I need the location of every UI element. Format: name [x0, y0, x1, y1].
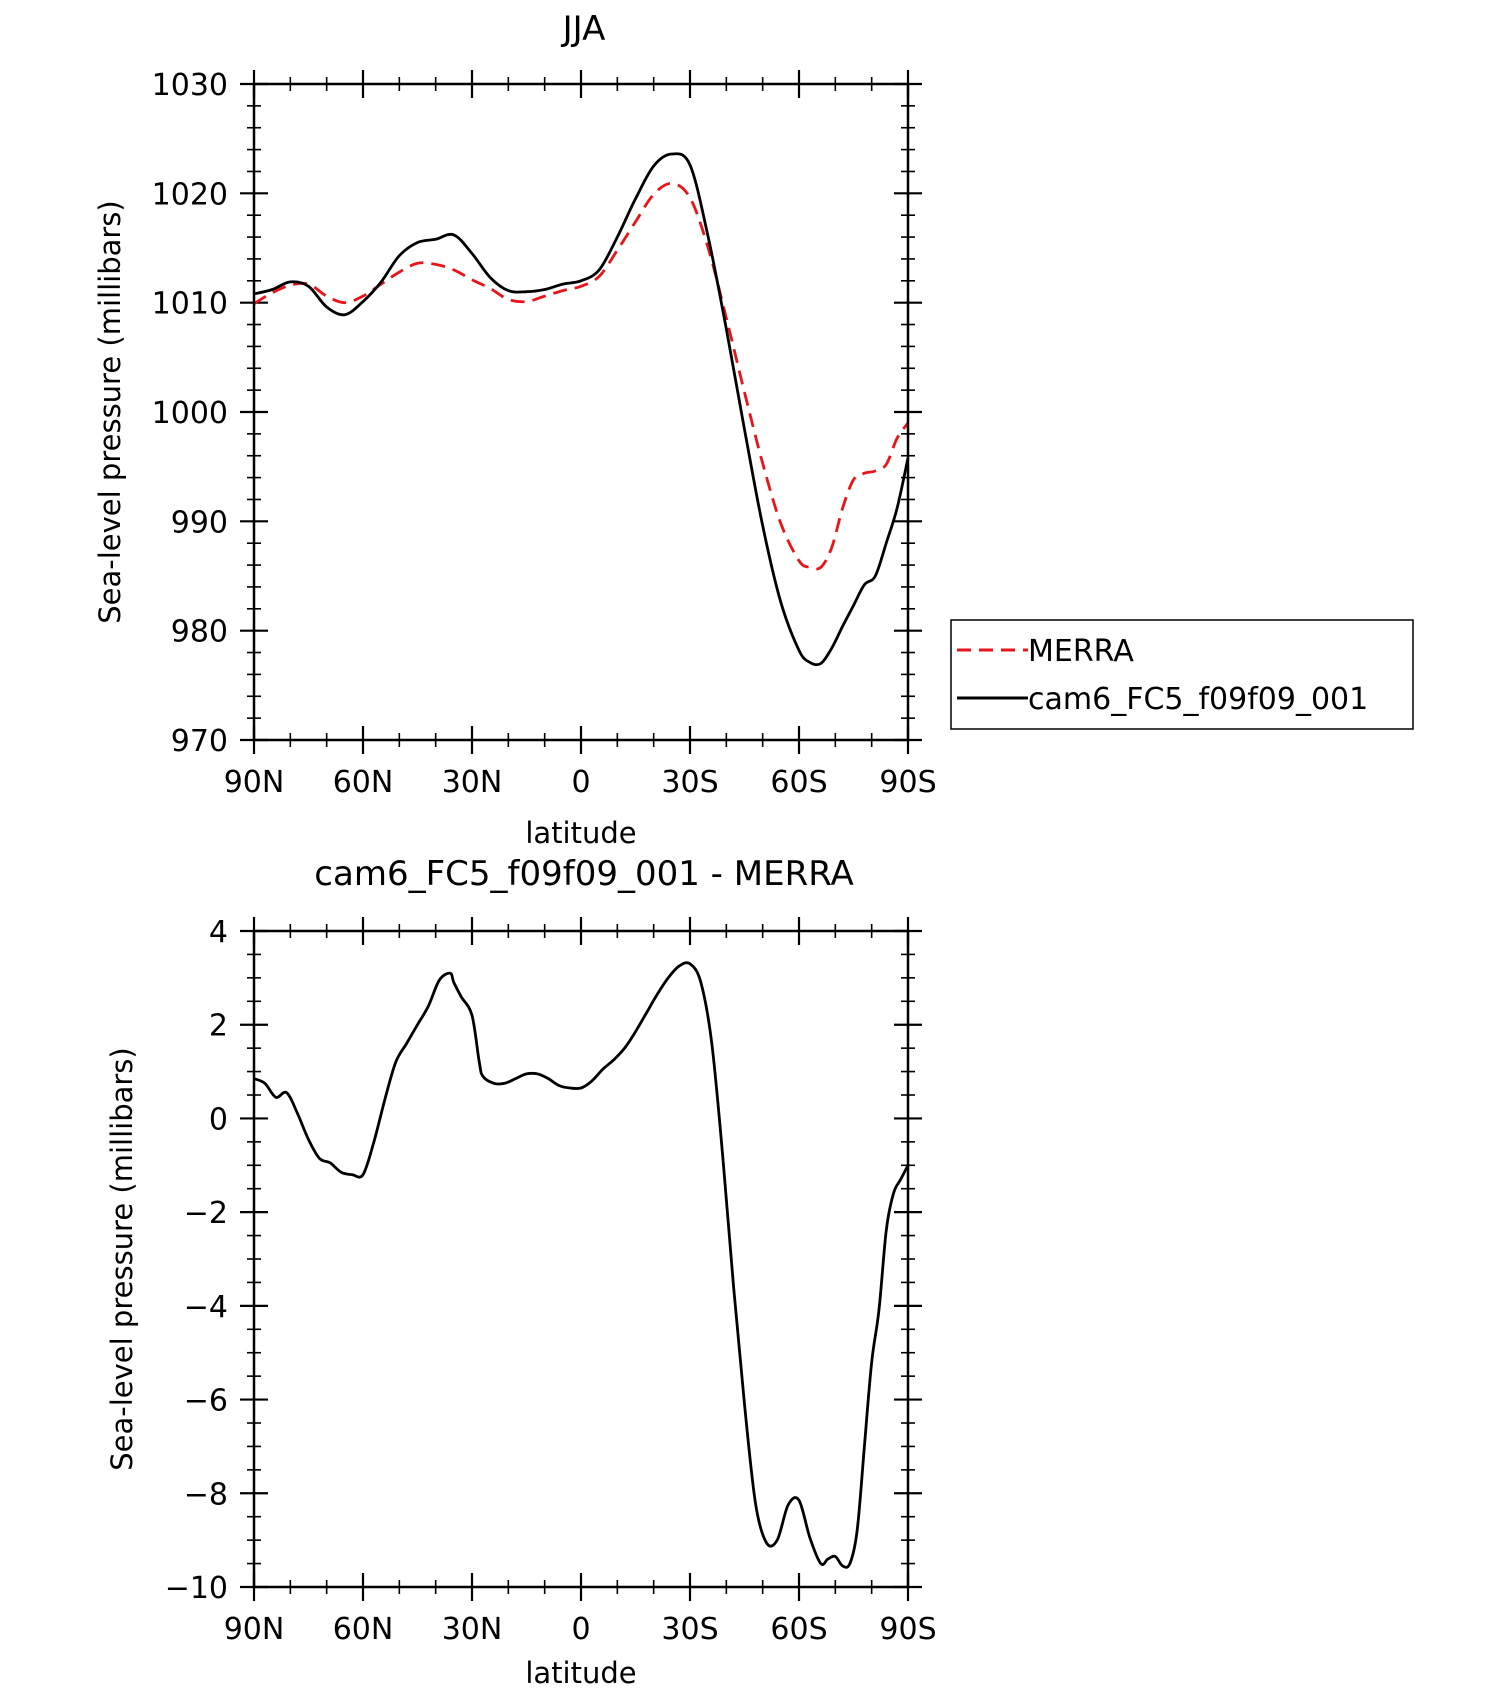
bottom-y-tick-label: 4	[209, 915, 228, 950]
top-y-tick-label: 1000	[152, 396, 228, 431]
bottom-x-tick-label: 60N	[333, 1612, 394, 1647]
legend-label-merra: MERRA	[1028, 634, 1134, 669]
top-series-line-merra	[253, 182, 910, 571]
bottom-x-axis-label: latitude	[525, 1656, 636, 1688]
top-series	[253, 152, 910, 667]
bottom-y-axis-label: Sea-level pressure (millibars)	[105, 1047, 139, 1470]
bottom-y-tick-label: −4	[184, 1290, 228, 1325]
top-chart: JJA 90N 60N 30N 0 30S 60S 90S 970 980 990 1000 101…	[93, 9, 1414, 850]
top-x-tick-label: 30S	[661, 765, 718, 800]
top-y-tick-labels: 970 980 990 1000 1010 1020 1030	[152, 68, 228, 759]
top-y-tick-label: 970	[171, 724, 228, 759]
top-x-tick-labels: 90N 60N 30N 0 30S 60S 90S	[224, 765, 937, 800]
top-ticks	[240, 70, 922, 754]
top-y-tick-label: 990	[171, 505, 228, 540]
bottom-chart-title: cam6_FC5_f09f09_001 - MERRA	[314, 854, 853, 894]
top-y-tick-label: 1020	[152, 177, 228, 212]
bottom-plot-frame	[252, 929, 910, 1589]
bottom-ticks	[240, 917, 922, 1601]
bottom-y-tick-label: −10	[165, 1571, 228, 1606]
bottom-y-tick-label: 2	[209, 1009, 228, 1044]
bottom-x-tick-label: 90S	[879, 1612, 936, 1647]
top-plot-frame	[252, 82, 910, 742]
bottom-y-tick-label: −6	[184, 1384, 228, 1419]
legend: MERRA cam6_FC5_f09f09_001	[950, 619, 1414, 730]
bottom-y-tick-label: 0	[209, 1102, 228, 1137]
top-chart-title: JJA	[561, 9, 606, 49]
bottom-series-line-difference	[253, 961, 910, 1569]
top-x-tick-label: 90N	[224, 765, 285, 800]
legend-box	[950, 619, 1414, 730]
bottom-series	[253, 961, 910, 1569]
bottom-x-tick-label: 30N	[442, 1612, 503, 1647]
top-x-tick-label: 0	[571, 765, 590, 800]
bottom-x-tick-label: 60S	[770, 1612, 827, 1647]
top-y-axis-label: Sea-level pressure (millibars)	[93, 200, 127, 623]
top-x-tick-label: 60N	[333, 765, 394, 800]
legend-label-cam6: cam6_FC5_f09f09_001	[1028, 682, 1368, 717]
top-x-tick-label: 60S	[770, 765, 827, 800]
bottom-x-tick-label: 0	[571, 1612, 590, 1647]
top-x-tick-label: 30N	[442, 765, 503, 800]
bottom-x-tick-label: 90N	[224, 1612, 285, 1647]
bottom-chart: cam6_FC5_f09f09_001 - MERRA 90N 60N 30N 0 30…	[105, 854, 937, 1688]
bottom-x-tick-labels: 90N 60N 30N 0 30S 60S 90S	[224, 1612, 937, 1647]
top-series-line-cam6-fc5-f09f09-001	[253, 152, 910, 667]
top-y-tick-label: 980	[171, 615, 228, 650]
bottom-y-tick-labels: −10 −8 −6 −4 −2 0 2 4	[165, 915, 228, 1606]
bottom-y-tick-label: −8	[184, 1477, 228, 1512]
top-x-axis-label: latitude	[525, 816, 636, 850]
top-x-tick-label: 90S	[879, 765, 936, 800]
bottom-y-tick-label: −2	[184, 1196, 228, 1231]
top-y-tick-label: 1030	[152, 68, 228, 103]
top-y-tick-label: 1010	[152, 287, 228, 322]
bottom-x-tick-label: 30S	[661, 1612, 718, 1647]
